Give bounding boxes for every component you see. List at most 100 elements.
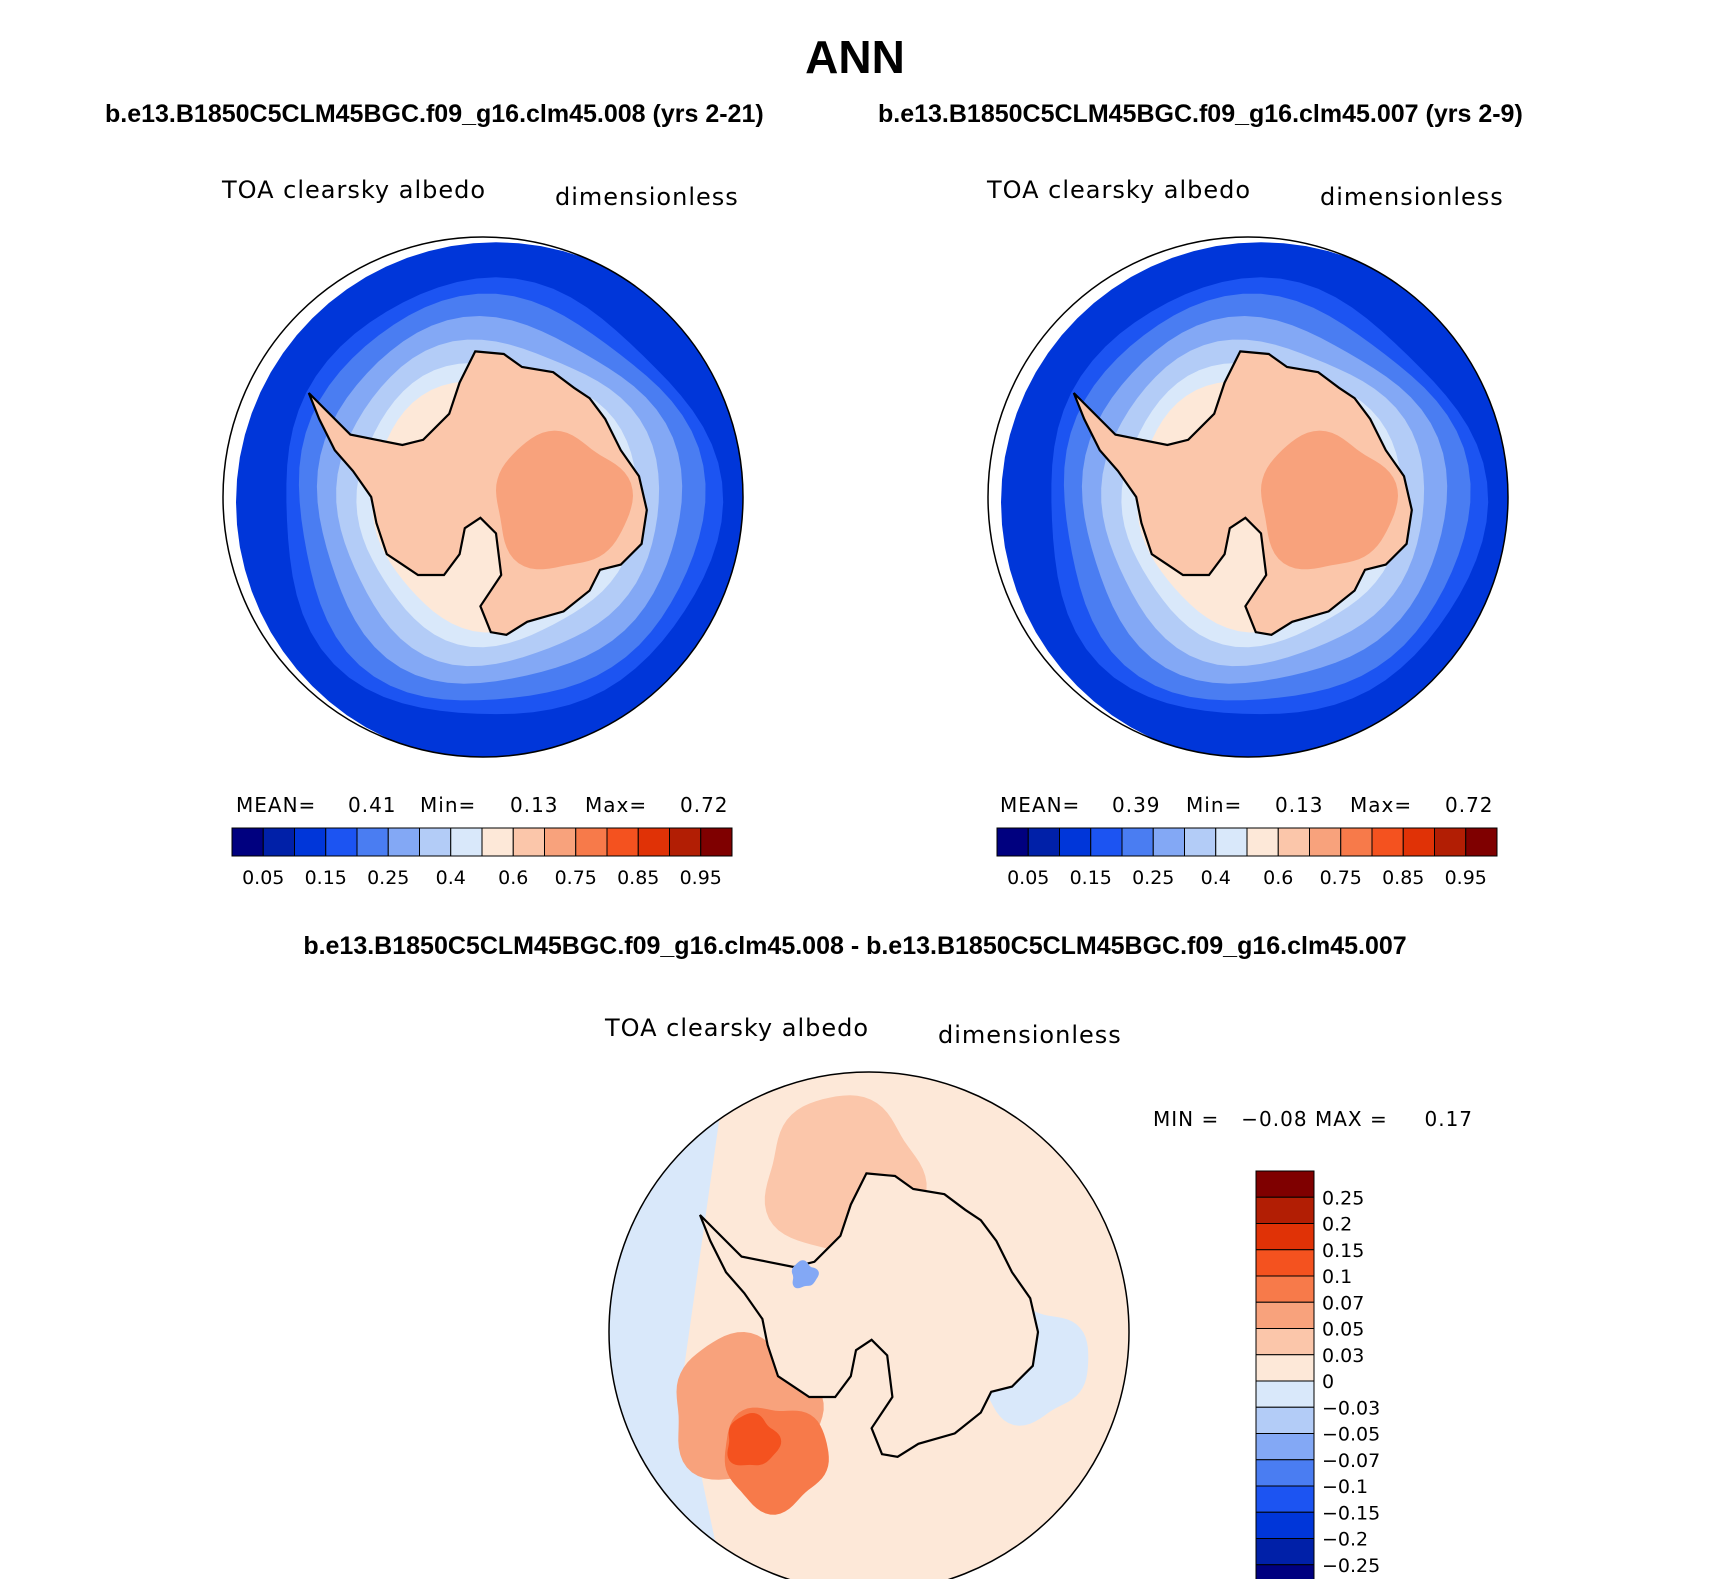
colorbar-tick-label: 0.25 bbox=[367, 867, 409, 889]
panel1-max-label: Max= bbox=[585, 793, 648, 817]
panel3-units-label: dimensionless bbox=[938, 1021, 1122, 1049]
colorbar-swatch bbox=[1402, 827, 1435, 857]
colorbar-tick-label: 0.75 bbox=[1320, 867, 1362, 889]
colorbar-swatch bbox=[1255, 1406, 1315, 1434]
map-panel-1 bbox=[222, 236, 744, 758]
panel1-min-value: 0.13 bbox=[510, 793, 559, 817]
colorbar-swatch bbox=[1309, 827, 1342, 857]
panel2-max-value: 0.72 bbox=[1445, 793, 1494, 817]
colorbar-swatch bbox=[1059, 827, 1092, 857]
colorbar-tick-label: 0.75 bbox=[555, 867, 597, 889]
colorbar-swatch bbox=[1465, 827, 1498, 857]
colorbar-tick-label: −0.25 bbox=[1322, 1555, 1380, 1577]
right-case-title: b.e13.B1850C5CLM45BGC.f09_g16.clm45.007 … bbox=[878, 100, 1523, 128]
colorbar-swatch bbox=[1152, 827, 1185, 857]
negative-spot bbox=[791, 1260, 819, 1289]
colorbar-tick-label: 0.6 bbox=[1263, 867, 1293, 889]
colorbar-tick-label: −0.1 bbox=[1322, 1476, 1368, 1498]
colorbar-swatch bbox=[1090, 827, 1123, 857]
colorbar-swatch bbox=[1255, 1459, 1315, 1487]
panel2-min-label: Min= bbox=[1186, 793, 1243, 817]
colorbar-swatch bbox=[1215, 827, 1248, 857]
colorbar-swatch bbox=[262, 827, 295, 857]
colorbar-swatch bbox=[1255, 1328, 1315, 1356]
colorbar-tick-label: 0.25 bbox=[1322, 1187, 1364, 1209]
colorbar-tick-label: 0.05 bbox=[1007, 867, 1049, 889]
colorbar-tick-label: 0.85 bbox=[617, 867, 659, 889]
colorbar-tick-label: 0.2 bbox=[1322, 1214, 1352, 1236]
colorbar-tick-label: −0.2 bbox=[1322, 1529, 1368, 1551]
panel1-units-label: dimensionless bbox=[555, 183, 739, 211]
left-case-title: b.e13.B1850C5CLM45BGC.f09_g16.clm45.008 … bbox=[105, 100, 764, 128]
panel2-variable-label: TOA clearsky albedo bbox=[987, 176, 1252, 204]
map-panel-3 bbox=[608, 1071, 1130, 1579]
season-title: ANN bbox=[805, 31, 905, 83]
colorbar-swatch bbox=[1255, 1485, 1315, 1513]
colorbar-swatch bbox=[325, 827, 358, 857]
colorbar-2: 0.05 0.15 0.25 0.4 0.6 0.75 0.85 0.95 bbox=[996, 827, 1498, 889]
colorbar-swatch bbox=[231, 827, 264, 857]
coastline bbox=[307, 350, 648, 636]
panel1-variable-label: TOA clearsky albedo bbox=[222, 176, 487, 204]
colorbar-tick-label: 0.05 bbox=[1322, 1319, 1364, 1341]
colorbar-tick-label: −0.05 bbox=[1322, 1424, 1380, 1446]
panel3-minmax-label: MIN = −0.08 MAX = 0.17 bbox=[1153, 1107, 1474, 1131]
colorbar-swatch bbox=[450, 827, 483, 857]
colorbar-tick-label: −0.15 bbox=[1322, 1502, 1380, 1524]
colorbar-swatch bbox=[1255, 1354, 1315, 1382]
colorbar-swatch bbox=[387, 827, 420, 857]
colorbar-swatch bbox=[575, 827, 608, 857]
colorbar-3: 0.25 0.2 0.15 0.1 0.07 0.05 0.03 0 −0.03 −0.05 −0.… bbox=[1255, 1170, 1380, 1579]
colorbar-tick-label: 0.95 bbox=[680, 867, 722, 889]
colorbar-swatch bbox=[1027, 827, 1060, 857]
colorbar-swatch bbox=[1255, 1275, 1315, 1303]
panel1-mean-label: MEAN= bbox=[236, 793, 317, 817]
panel2-units-label: dimensionless bbox=[1320, 183, 1504, 211]
colorbar-tick-label: 0.85 bbox=[1382, 867, 1424, 889]
colorbar-swatch bbox=[356, 827, 389, 857]
colorbar-swatch bbox=[1255, 1196, 1315, 1224]
colorbar-swatch bbox=[1255, 1564, 1315, 1579]
panel2-mean-label: MEAN= bbox=[1000, 793, 1081, 817]
colorbar-tick-label: −0.07 bbox=[1322, 1450, 1380, 1472]
colorbar-swatch bbox=[1340, 827, 1373, 857]
difference-title: b.e13.B1850C5CLM45BGC.f09_g16.clm45.008 … bbox=[303, 932, 1407, 960]
panel1-min-label: Min= bbox=[420, 793, 477, 817]
panel1-max-value: 0.72 bbox=[680, 793, 729, 817]
colorbar-swatch bbox=[1255, 1380, 1315, 1408]
coastline bbox=[1072, 350, 1413, 636]
colorbar-tick-label: −0.03 bbox=[1322, 1397, 1380, 1419]
colorbar-swatch bbox=[637, 827, 670, 857]
map-boundary bbox=[222, 236, 744, 758]
colorbar-swatch bbox=[481, 827, 514, 857]
colorbar-swatch bbox=[1255, 1433, 1315, 1461]
positive-region-max bbox=[727, 1413, 782, 1466]
colorbar-tick-label: 0.25 bbox=[1132, 867, 1174, 889]
panel2-max-label: Max= bbox=[1350, 793, 1413, 817]
colorbar-swatch bbox=[1255, 1170, 1315, 1198]
colorbar-swatch bbox=[294, 827, 327, 857]
colorbar-tick-label: 0.4 bbox=[1201, 867, 1231, 889]
colorbar-swatch bbox=[1277, 827, 1310, 857]
colorbar-swatch bbox=[1255, 1223, 1315, 1251]
colorbar-tick-label: 0 bbox=[1322, 1371, 1334, 1393]
map-boundary bbox=[608, 1071, 1130, 1579]
colorbar-swatch bbox=[1121, 827, 1154, 857]
panel1-mean-value: 0.41 bbox=[348, 793, 397, 817]
colorbar-tick-label: 0.07 bbox=[1322, 1292, 1364, 1314]
colorbar-tick-label: 0.95 bbox=[1445, 867, 1487, 889]
colorbar-swatch bbox=[1371, 827, 1404, 857]
colorbar-tick-label: 0.4 bbox=[436, 867, 466, 889]
plateau-contour bbox=[1261, 430, 1398, 570]
colorbar-tick-label: 0.15 bbox=[305, 867, 347, 889]
colorbar-tick-label: 0.03 bbox=[1322, 1345, 1364, 1367]
colorbar-swatch bbox=[606, 827, 639, 857]
colorbar-1: 0.05 0.15 0.25 0.4 0.6 0.75 0.85 0.95 bbox=[231, 827, 733, 889]
colorbar-swatch bbox=[512, 827, 545, 857]
colorbar-swatch bbox=[1255, 1301, 1315, 1329]
colorbar-swatch bbox=[996, 827, 1029, 857]
colorbar-swatch bbox=[1255, 1511, 1315, 1539]
plateau-contour bbox=[496, 430, 633, 570]
map-panel-2 bbox=[987, 236, 1509, 758]
